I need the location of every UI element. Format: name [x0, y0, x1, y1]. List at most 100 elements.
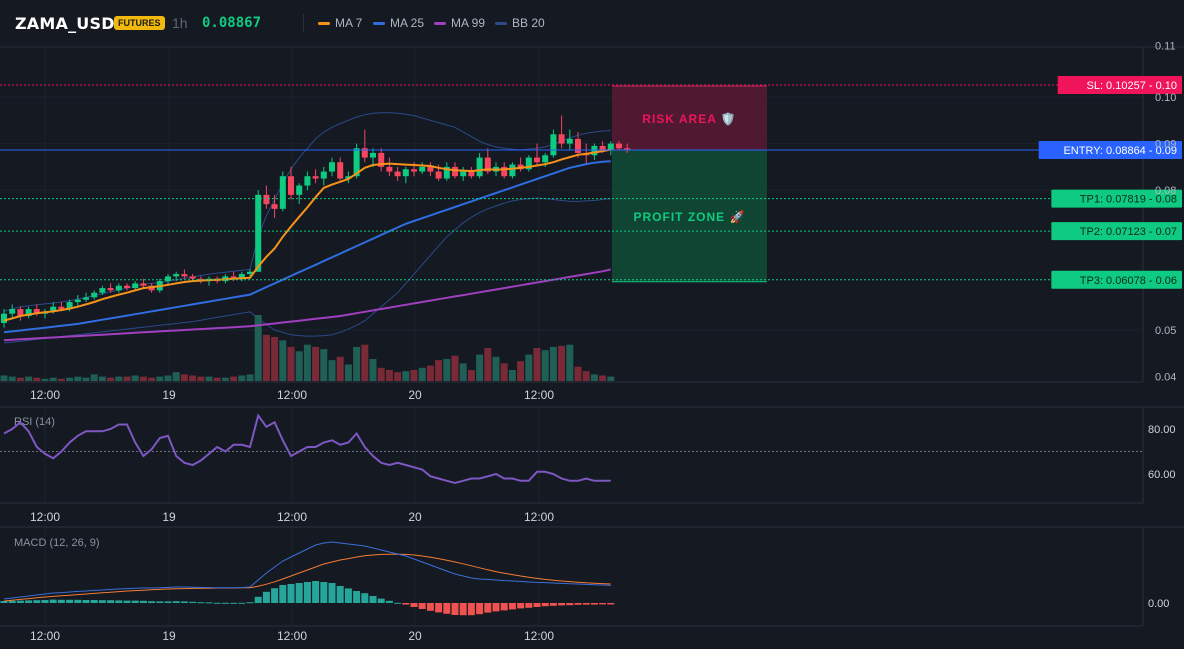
timeframe-label[interactable]: 1h — [172, 15, 188, 31]
volume-bar — [295, 351, 303, 381]
volume-bar — [287, 346, 295, 381]
macd-histogram-bar — [74, 599, 82, 603]
volume-bar — [328, 360, 336, 381]
volume-bar — [271, 337, 279, 381]
volume-bar — [254, 315, 262, 381]
volume-bar — [98, 376, 106, 381]
candle-body — [591, 145, 598, 156]
legend-ma25[interactable]: MA 25 — [373, 16, 424, 30]
volume-bar — [131, 375, 139, 381]
macd-histogram-bar — [164, 601, 172, 603]
macd-histogram-bar — [180, 601, 188, 603]
macd-histogram-bar — [394, 602, 402, 604]
price-pane-bg — [0, 46, 1143, 382]
macd-histogram-bar — [279, 585, 287, 603]
macd-histogram-bar — [172, 601, 180, 603]
volume-bar — [443, 359, 451, 381]
candle-body — [411, 169, 417, 172]
volume-bar — [213, 377, 221, 381]
candle-body — [509, 164, 516, 177]
time-tick-label: 12:00 — [277, 388, 307, 402]
rsi-tick-label: 60.00 — [1148, 469, 1176, 481]
volume-bar — [525, 354, 533, 381]
macd-panel: MACD (12, 26, 9) 0.00 — [0, 537, 1169, 616]
candle-body — [460, 171, 467, 177]
time-tick-label: 12:00 — [524, 510, 554, 524]
price-tick-label: 0.10 — [1155, 92, 1176, 104]
macd-histogram-bar — [82, 600, 90, 603]
volume-bar — [459, 363, 467, 381]
time-tick-label: 12:00 — [30, 510, 60, 524]
legend-ma7[interactable]: MA 7 — [318, 16, 362, 30]
candle-body — [247, 271, 253, 275]
macd-histogram-bar — [443, 603, 451, 614]
volume-bar — [599, 375, 607, 381]
macd-histogram-bar — [213, 602, 221, 604]
rsi-tick-label: 80.00 — [1148, 424, 1176, 436]
volume-bar — [574, 366, 582, 381]
time-tick-label: 12:00 — [524, 388, 554, 402]
candle-body — [17, 309, 24, 317]
legend-bb20-label: BB 20 — [512, 16, 545, 30]
macd-line — [3, 541, 611, 600]
candle-body — [181, 274, 188, 277]
legend-ma7-label: MA 7 — [335, 16, 363, 30]
candle-body — [534, 157, 540, 163]
legend-ma25-label: MA 25 — [390, 16, 425, 30]
macd-histogram-bar — [320, 582, 328, 603]
macd-histogram-bar — [197, 602, 205, 604]
ma99-line — [3, 268, 612, 342]
volume-bar — [385, 370, 393, 381]
volume-bar — [566, 344, 574, 381]
legend-bb20[interactable]: BB 20 — [495, 16, 545, 30]
bb-lower-line — [3, 197, 611, 344]
macd-histogram-bar — [566, 603, 574, 606]
tp3-tag-label: TP3: 0.06078 - 0.06 — [1080, 275, 1177, 287]
volume-bar — [336, 356, 344, 381]
candle-body — [288, 176, 294, 195]
candle-body — [296, 185, 303, 195]
tp1-tag-label: TP1: 0.07819 - 0.08 — [1080, 194, 1177, 206]
volume-bar — [353, 346, 361, 381]
macd-histogram-bar — [426, 603, 434, 611]
entry-tag — [1038, 140, 1182, 159]
macd-signal-line — [3, 553, 611, 602]
legend-ma99[interactable]: MA 99 — [434, 16, 485, 30]
candle-body — [624, 148, 631, 150]
macd-histogram-bar — [508, 603, 516, 610]
candle-body — [1, 313, 7, 324]
macd-histogram-bar — [295, 583, 303, 603]
bollinger-bands — [3, 112, 611, 344]
macd-histogram-bar — [90, 600, 98, 603]
symbol-label[interactable]: ZAMA_USDT — [15, 14, 126, 33]
macd-histogram-bar — [410, 603, 418, 607]
macd-histogram-bar — [131, 600, 139, 603]
time-tick-label: 12:00 — [277, 629, 307, 643]
time-tick-label: 12:00 — [524, 629, 554, 643]
chart-grid — [0, 46, 1184, 627]
macd-histogram-bar — [189, 601, 197, 603]
time-tick-label: 19 — [162, 629, 176, 643]
macd-histogram-bar — [533, 603, 541, 607]
risk-area-zone — [612, 86, 767, 150]
volume-bar — [139, 376, 147, 381]
trade-zones: RISK AREA 🛡️ PROFIT ZONE 🚀 — [612, 85, 767, 283]
risk-area-label: RISK AREA 🛡️ — [642, 112, 736, 126]
ma99-swatch — [434, 21, 446, 25]
candle-body — [329, 162, 335, 172]
tp3-tag — [1051, 270, 1182, 289]
macd-histogram-bar — [156, 601, 164, 603]
price-tick-label: 0.05 — [1155, 325, 1176, 337]
volume-bar — [0, 375, 8, 381]
time-tick-label: 12:00 — [30, 388, 60, 402]
candle-body — [279, 176, 286, 209]
macd-histogram-bar — [16, 600, 24, 603]
volume-bar — [25, 376, 33, 381]
price-tick-label: 0.11 — [1155, 41, 1176, 53]
macd-histogram-bar — [385, 600, 393, 603]
candle-body — [476, 157, 483, 177]
volume-bar — [57, 378, 65, 381]
candle-body — [263, 194, 270, 205]
futures-badge: FUTURES — [114, 16, 165, 30]
